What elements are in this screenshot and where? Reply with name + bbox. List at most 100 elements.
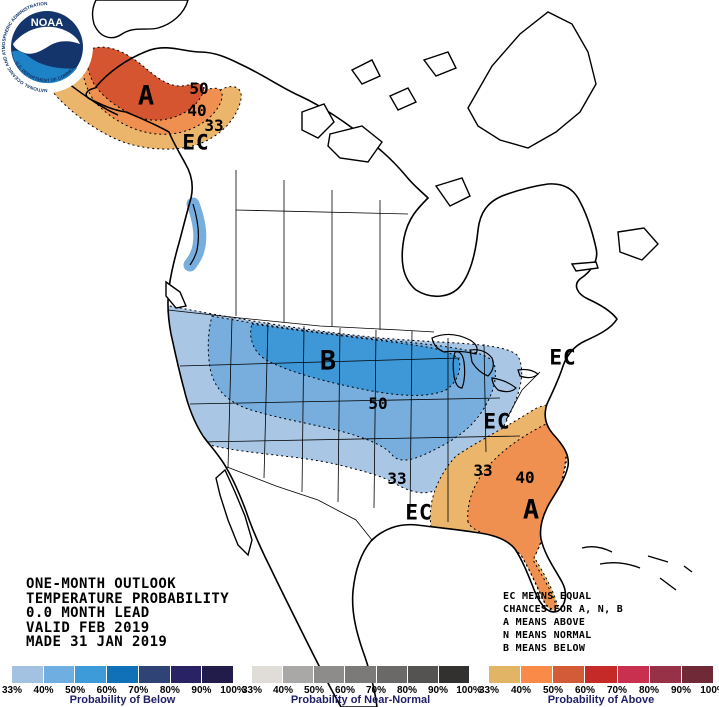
swatch bbox=[283, 666, 314, 683]
southeast-above-label: A bbox=[522, 494, 540, 526]
swatch bbox=[314, 666, 345, 683]
north-33-contour-label: 33 bbox=[387, 469, 407, 488]
colorbar-below-blocks bbox=[12, 666, 234, 683]
alaska-above-label: A bbox=[137, 80, 155, 112]
tick-label: 70% bbox=[365, 685, 386, 696]
baffin-island bbox=[467, 11, 597, 149]
tick-label: 40% bbox=[33, 685, 54, 696]
legend-line-normal: N MEANS NORMAL bbox=[503, 630, 592, 641]
swatch bbox=[138, 666, 170, 683]
title-line-outlook: ONE-MONTH OUTLOOK bbox=[26, 576, 177, 592]
arctic-island bbox=[422, 51, 457, 77]
tick-label: 80% bbox=[638, 685, 659, 696]
baja-california bbox=[215, 468, 253, 557]
title-line-lead: 0.0 MONTH LEAD bbox=[26, 605, 150, 622]
swatch bbox=[649, 666, 681, 683]
colorbar-near-normal-ticks: 33% 40% 50% 60% 70% 80% 90% 100% bbox=[242, 685, 482, 696]
state-borders bbox=[167, 170, 541, 541]
alaska-33-contour-label: 33 bbox=[204, 116, 224, 135]
chukotka-russia bbox=[91, 0, 189, 39]
swatch bbox=[43, 666, 75, 683]
swatch bbox=[407, 666, 438, 683]
alaska-40-contour-label: 40 bbox=[187, 101, 207, 120]
northern-below-region bbox=[163, 304, 523, 494]
alaska-above-region bbox=[34, 46, 242, 150]
panhandle-coast bbox=[189, 203, 199, 266]
swatch bbox=[107, 666, 138, 683]
tick-label: 100% bbox=[700, 685, 719, 696]
tick-label: 50% bbox=[303, 685, 324, 696]
tick-label: 80% bbox=[396, 685, 417, 696]
colorbar-near-normal-caption: Probability of Near-Normal bbox=[290, 694, 431, 706]
swatch bbox=[345, 666, 376, 683]
north-below-label: B bbox=[319, 345, 337, 377]
swatch bbox=[438, 666, 469, 683]
arctic-island bbox=[389, 87, 417, 111]
tick-label: 33% bbox=[241, 685, 263, 696]
swatch bbox=[376, 666, 407, 683]
northeast-ec-label: EC bbox=[549, 345, 577, 370]
title-line-variable: TEMPERATURE PROBABILITY bbox=[26, 590, 230, 607]
title-line-valid: VALID FEB 2019 bbox=[26, 619, 150, 636]
alaska-band-50 bbox=[86, 46, 204, 121]
great-lakes bbox=[431, 333, 539, 393]
legend-line-below: B MEANS BELOW bbox=[503, 643, 586, 654]
tick-label: 90% bbox=[191, 685, 212, 696]
colorbar-above-caption: Probability of Above bbox=[547, 694, 655, 706]
banks-island bbox=[301, 103, 335, 139]
colorbar-above: 33% 40% 50% 60% 70% 80% 90% 100% Probabi… bbox=[479, 666, 719, 706]
logo-seagull bbox=[13, 26, 80, 54]
legend-key: EC MEANS EQUAL CHANCES FOR A, N, B A MEA… bbox=[503, 590, 623, 655]
legend-line-chances: CHANCES FOR A, N, B bbox=[503, 604, 624, 615]
tick-label: 90% bbox=[427, 685, 448, 696]
southeast-40-contour-label: 40 bbox=[515, 468, 535, 487]
colorbar-below-caption: Probability of Below bbox=[69, 694, 176, 706]
legend-line-above: A MEANS ABOVE bbox=[503, 617, 586, 628]
tick-label: 100% bbox=[456, 685, 482, 696]
vancouver-island bbox=[165, 280, 187, 309]
title-line-made: MADE 31 JAN 2019 bbox=[26, 634, 168, 651]
logo-ocean bbox=[12, 50, 77, 84]
tick-label: 70% bbox=[128, 685, 149, 696]
caribbean-islands bbox=[581, 545, 693, 591]
swatch bbox=[170, 666, 202, 683]
swatch bbox=[617, 666, 649, 683]
logo-acronym: NOAA bbox=[31, 17, 63, 29]
tick-label: 50% bbox=[65, 685, 86, 696]
tick-label: 33% bbox=[478, 685, 500, 696]
newfoundland bbox=[617, 227, 659, 261]
swatch bbox=[202, 666, 234, 683]
tick-label: 40% bbox=[510, 685, 531, 696]
anticosti-island bbox=[570, 261, 599, 272]
alaska-ec-label: EC bbox=[182, 130, 210, 155]
tick-label: 60% bbox=[334, 685, 355, 696]
title-block: ONE-MONTH OUTLOOK TEMPERATURE PROBABILIT… bbox=[26, 577, 229, 650]
tick-label: 80% bbox=[159, 685, 180, 696]
swatch bbox=[252, 666, 283, 683]
islands bbox=[91, 0, 659, 557]
swatch bbox=[489, 666, 521, 683]
below-band-50 bbox=[250, 323, 461, 396]
tick-label: 33% bbox=[1, 685, 23, 696]
tick-label: 70% bbox=[606, 685, 627, 696]
swatch bbox=[12, 666, 43, 683]
tick-label: 100% bbox=[220, 685, 246, 696]
legend-line-ec: EC MEANS EQUAL bbox=[503, 591, 592, 602]
swatch bbox=[681, 666, 713, 683]
swatch bbox=[75, 666, 107, 683]
colorbar-above-blocks bbox=[489, 666, 713, 683]
colorbar-below: 33% 40% 50% 60% 70% 80% 90% 100% Probabi… bbox=[2, 666, 246, 706]
tick-label: 50% bbox=[542, 685, 563, 696]
tick-label: 60% bbox=[96, 685, 117, 696]
colorbar-near-normal-blocks bbox=[252, 666, 469, 683]
southeast-33-contour-label: 33 bbox=[473, 461, 493, 480]
swatch bbox=[585, 666, 617, 683]
colorbar-above-ticks: 33% 40% 50% 60% 70% 80% 90% 100% bbox=[479, 685, 719, 696]
noaa-logo: NOAA NATIONAL OCEANIC AND ATMOSPHERIC AD… bbox=[1, 1, 93, 93]
alaska-50-contour-label: 50 bbox=[189, 79, 209, 98]
southampton-island bbox=[434, 177, 471, 207]
victoria-island bbox=[327, 125, 383, 163]
tick-label: 40% bbox=[272, 685, 293, 696]
